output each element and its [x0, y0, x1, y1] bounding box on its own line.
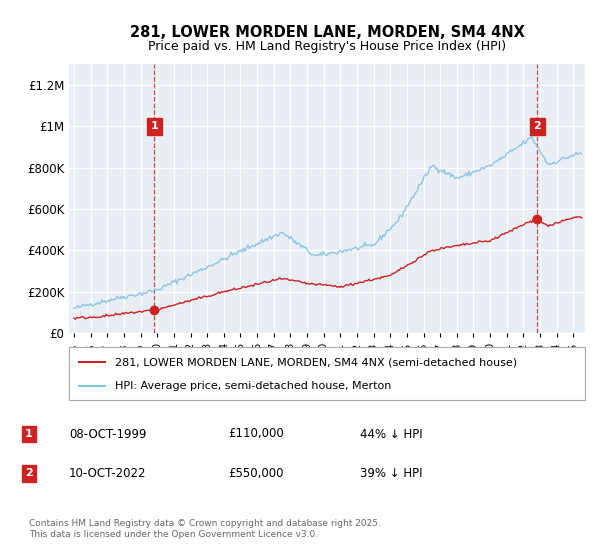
Point	[149, 306, 159, 315]
Text: 2: 2	[533, 122, 541, 132]
Text: £550,000: £550,000	[228, 466, 284, 480]
Text: HPI: Average price, semi-detached house, Merton: HPI: Average price, semi-detached house,…	[115, 380, 392, 390]
Point	[532, 215, 542, 224]
Text: 281, LOWER MORDEN LANE, MORDEN, SM4 4NX: 281, LOWER MORDEN LANE, MORDEN, SM4 4NX	[130, 25, 524, 40]
Text: 08-OCT-1999: 08-OCT-1999	[69, 427, 146, 441]
Text: 281, LOWER MORDEN LANE, MORDEN, SM4 4NX (semi-detached house): 281, LOWER MORDEN LANE, MORDEN, SM4 4NX …	[115, 357, 518, 367]
Text: 1: 1	[25, 429, 32, 439]
Text: 2: 2	[25, 468, 32, 478]
Text: £110,000: £110,000	[228, 427, 284, 441]
Text: 1: 1	[151, 122, 158, 132]
Text: Price paid vs. HM Land Registry's House Price Index (HPI): Price paid vs. HM Land Registry's House …	[148, 40, 506, 53]
Text: 44% ↓ HPI: 44% ↓ HPI	[360, 427, 422, 441]
Text: Contains HM Land Registry data © Crown copyright and database right 2025.
This d: Contains HM Land Registry data © Crown c…	[29, 519, 380, 539]
Text: 10-OCT-2022: 10-OCT-2022	[69, 466, 146, 480]
FancyBboxPatch shape	[69, 347, 585, 400]
Text: 39% ↓ HPI: 39% ↓ HPI	[360, 466, 422, 480]
